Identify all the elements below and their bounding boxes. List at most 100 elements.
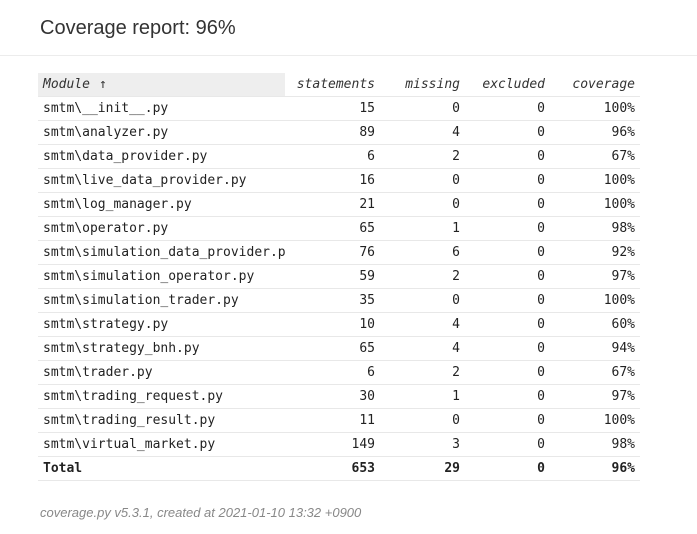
statements-cell: 15 (285, 96, 380, 121)
module-link[interactable]: smtm\strategy.py (38, 312, 285, 337)
missing-cell: 6 (380, 240, 465, 265)
table-row: smtm\trading_request.py 30 1 0 97% (38, 384, 640, 409)
coverage-table: Module ↑ statements missing excluded cove… (38, 73, 640, 481)
missing-cell: 2 (380, 264, 465, 289)
excluded-cell: 0 (465, 384, 550, 409)
coverage-cell: 100% (550, 96, 640, 121)
coverage-table-body: smtm\__init__.py 15 0 0 100% smtm\analyz… (38, 96, 640, 457)
module-link[interactable]: smtm\simulation_trader.py (38, 288, 285, 313)
module-link[interactable]: smtm\strategy_bnh.py (38, 336, 285, 361)
statements-cell: 65 (285, 216, 380, 241)
module-link[interactable]: smtm\log_manager.py (38, 192, 285, 217)
excluded-cell: 0 (465, 96, 550, 121)
module-link[interactable]: smtm\live_data_provider.py (38, 168, 285, 193)
coverage-cell: 60% (550, 312, 640, 337)
module-link[interactable]: smtm\analyzer.py (38, 120, 285, 145)
table-row: smtm\virtual_market.py 149 3 0 98% (38, 432, 640, 457)
missing-cell: 2 (380, 360, 465, 385)
total-label: Total (38, 456, 285, 481)
table-row: smtm\operator.py 65 1 0 98% (38, 216, 640, 241)
statements-cell: 59 (285, 264, 380, 289)
table-row: smtm\log_manager.py 21 0 0 100% (38, 192, 640, 217)
missing-cell: 0 (380, 168, 465, 193)
table-row: smtm\strategy_bnh.py 65 4 0 94% (38, 336, 640, 361)
table-row: smtm\strategy.py 10 4 0 60% (38, 312, 640, 337)
module-link[interactable]: smtm\operator.py (38, 216, 285, 241)
page-title: Coverage report: 96% (40, 17, 236, 39)
column-header-module-label: Module (43, 77, 90, 92)
excluded-cell: 0 (465, 192, 550, 217)
statements-cell: 21 (285, 192, 380, 217)
column-header-module[interactable]: Module ↑ (38, 73, 285, 97)
table-row: smtm\analyzer.py 89 4 0 96% (38, 120, 640, 145)
table-row: smtm\simulation_operator.py 59 2 0 97% (38, 264, 640, 289)
coverage-report-page: Coverage report: 96% Module ↑ statements … (0, 17, 697, 520)
table-row: smtm\simulation_data_provider.py 76 6 0 … (38, 240, 640, 265)
module-link[interactable]: smtm\trading_result.py (38, 408, 285, 433)
coverage-cell: 94% (550, 336, 640, 361)
missing-cell: 2 (380, 144, 465, 169)
statements-cell: 35 (285, 288, 380, 313)
table-header-row: Module ↑ statements missing excluded cove… (38, 73, 640, 97)
missing-cell: 4 (380, 336, 465, 361)
excluded-cell: 0 (465, 336, 550, 361)
excluded-cell: 0 (465, 264, 550, 289)
missing-cell: 4 (380, 312, 465, 337)
coverage-cell: 98% (550, 216, 640, 241)
table-row: smtm\trader.py 6 2 0 67% (38, 360, 640, 385)
module-link[interactable]: smtm\data_provider.py (38, 144, 285, 169)
missing-cell: 0 (380, 408, 465, 433)
statements-cell: 6 (285, 144, 380, 169)
sort-ascending-icon: ↑ (98, 77, 107, 92)
missing-cell: 3 (380, 432, 465, 457)
excluded-cell: 0 (465, 168, 550, 193)
statements-cell: 76 (285, 240, 380, 265)
module-link[interactable]: smtm\trader.py (38, 360, 285, 385)
table-row: smtm\data_provider.py 6 2 0 67% (38, 144, 640, 169)
coverage-cell: 100% (550, 168, 640, 193)
coverage-cell: 100% (550, 288, 640, 313)
missing-cell: 4 (380, 120, 465, 145)
report-footer: coverage.py v5.3.1, created at 2021-01-1… (40, 505, 362, 520)
module-link[interactable]: smtm\trading_request.py (38, 384, 285, 409)
missing-cell: 0 (380, 96, 465, 121)
excluded-cell: 0 (465, 312, 550, 337)
coverage-cell: 97% (550, 264, 640, 289)
excluded-cell: 0 (465, 120, 550, 145)
coverage-cell: 100% (550, 192, 640, 217)
total-row: Total 653 29 0 96% (38, 456, 640, 481)
module-link[interactable]: smtm\simulation_operator.py (38, 264, 285, 289)
statements-cell: 149 (285, 432, 380, 457)
excluded-cell: 0 (465, 216, 550, 241)
coverage-cell: 67% (550, 360, 640, 385)
missing-cell: 1 (380, 216, 465, 241)
coverage-cell: 97% (550, 384, 640, 409)
excluded-cell: 0 (465, 288, 550, 313)
column-header-coverage[interactable]: coverage (550, 73, 640, 97)
total-statements-cell: 653 (285, 456, 380, 481)
missing-cell: 0 (380, 192, 465, 217)
statements-cell: 11 (285, 408, 380, 433)
coverage-cell: 100% (550, 408, 640, 433)
coverage-cell: 96% (550, 120, 640, 145)
column-header-statements[interactable]: statements (285, 73, 380, 97)
statements-cell: 65 (285, 336, 380, 361)
excluded-cell: 0 (465, 240, 550, 265)
total-missing-cell: 29 (380, 456, 465, 481)
total-coverage-cell: 96% (550, 456, 640, 481)
table-row: smtm\simulation_trader.py 35 0 0 100% (38, 288, 640, 313)
coverage-cell: 92% (550, 240, 640, 265)
module-link[interactable]: smtm\virtual_market.py (38, 432, 285, 457)
column-header-excluded[interactable]: excluded (465, 73, 550, 97)
table-row: smtm\__init__.py 15 0 0 100% (38, 96, 640, 121)
statements-cell: 30 (285, 384, 380, 409)
statements-cell: 16 (285, 168, 380, 193)
module-link[interactable]: smtm\__init__.py (38, 96, 285, 121)
coverage-cell: 98% (550, 432, 640, 457)
module-link[interactable]: smtm\simulation_data_provider.py (38, 240, 285, 265)
statements-cell: 10 (285, 312, 380, 337)
table-row: smtm\trading_result.py 11 0 0 100% (38, 408, 640, 433)
column-header-missing[interactable]: missing (380, 73, 465, 97)
table-row: smtm\live_data_provider.py 16 0 0 100% (38, 168, 640, 193)
total-excluded-cell: 0 (465, 456, 550, 481)
